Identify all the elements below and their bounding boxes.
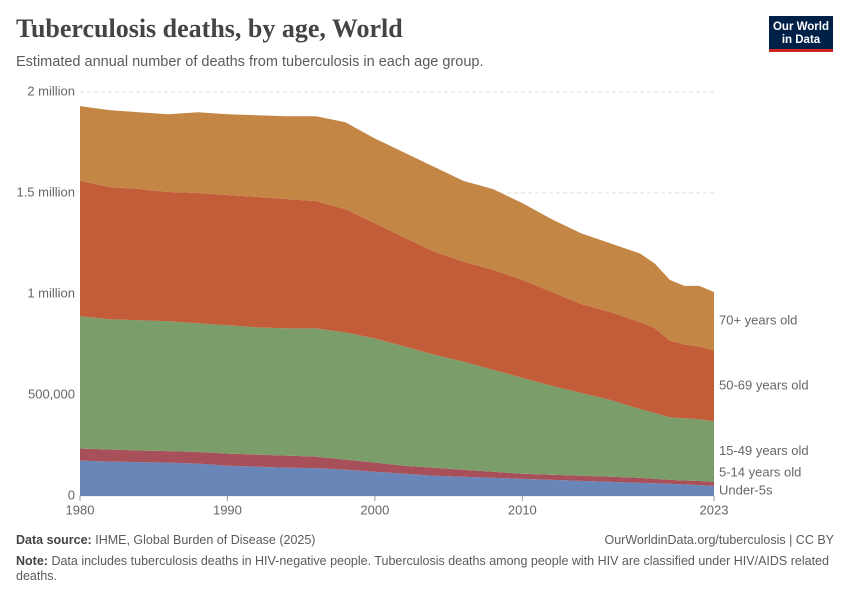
logo-text: in Data — [782, 34, 821, 46]
logo-box — [769, 16, 833, 52]
chart-title: Tuberculosis deaths, by age, World — [16, 14, 403, 43]
chart: Tuberculosis deaths, by age, World Estim… — [16, 14, 833, 517]
series-label: 70+ years old — [719, 313, 797, 328]
note-label: Note: — [16, 554, 48, 568]
y-tick-label: 1.5 million — [16, 184, 75, 199]
series-label: 5-14 years old — [719, 464, 801, 479]
note-text: Data includes tuberculosis deaths in HIV… — [16, 554, 829, 583]
x-tick-label: 1980 — [66, 502, 95, 517]
area — [80, 106, 714, 351]
chart-subtitle: Estimated annual number of deaths from t… — [16, 54, 484, 70]
note: Note: Data includes tuberculosis deaths … — [16, 554, 834, 584]
area — [80, 316, 714, 482]
series-label: 15-49 years old — [719, 443, 809, 458]
area — [80, 460, 714, 496]
source-text: IHME, Global Burden of Disease (2025) — [95, 533, 316, 547]
source-label: Data source: — [16, 533, 92, 547]
x-tick-label: 2000 — [360, 502, 389, 517]
area — [80, 180, 714, 422]
source-url: OurWorldinData.org/tuberculosis | CC BY — [604, 533, 835, 547]
series-label: Under-5s — [719, 482, 773, 497]
logo-bar — [769, 49, 833, 52]
area — [80, 448, 714, 486]
x-tick-label: 2010 — [508, 502, 537, 517]
y-tick-label: 1 million — [27, 285, 75, 300]
y-tick-label: 0 — [68, 487, 75, 502]
x-tick-label: 2023 — [700, 502, 729, 517]
y-tick-label: 500,000 — [28, 386, 75, 401]
source: Data source: IHME, Global Burden of Dise… — [16, 533, 834, 548]
x-tick-label: 1990 — [213, 502, 242, 517]
series-label: 50-69 years old — [719, 377, 809, 392]
logo-text: Our World — [773, 21, 829, 33]
y-tick-label: 2 million — [27, 83, 75, 98]
